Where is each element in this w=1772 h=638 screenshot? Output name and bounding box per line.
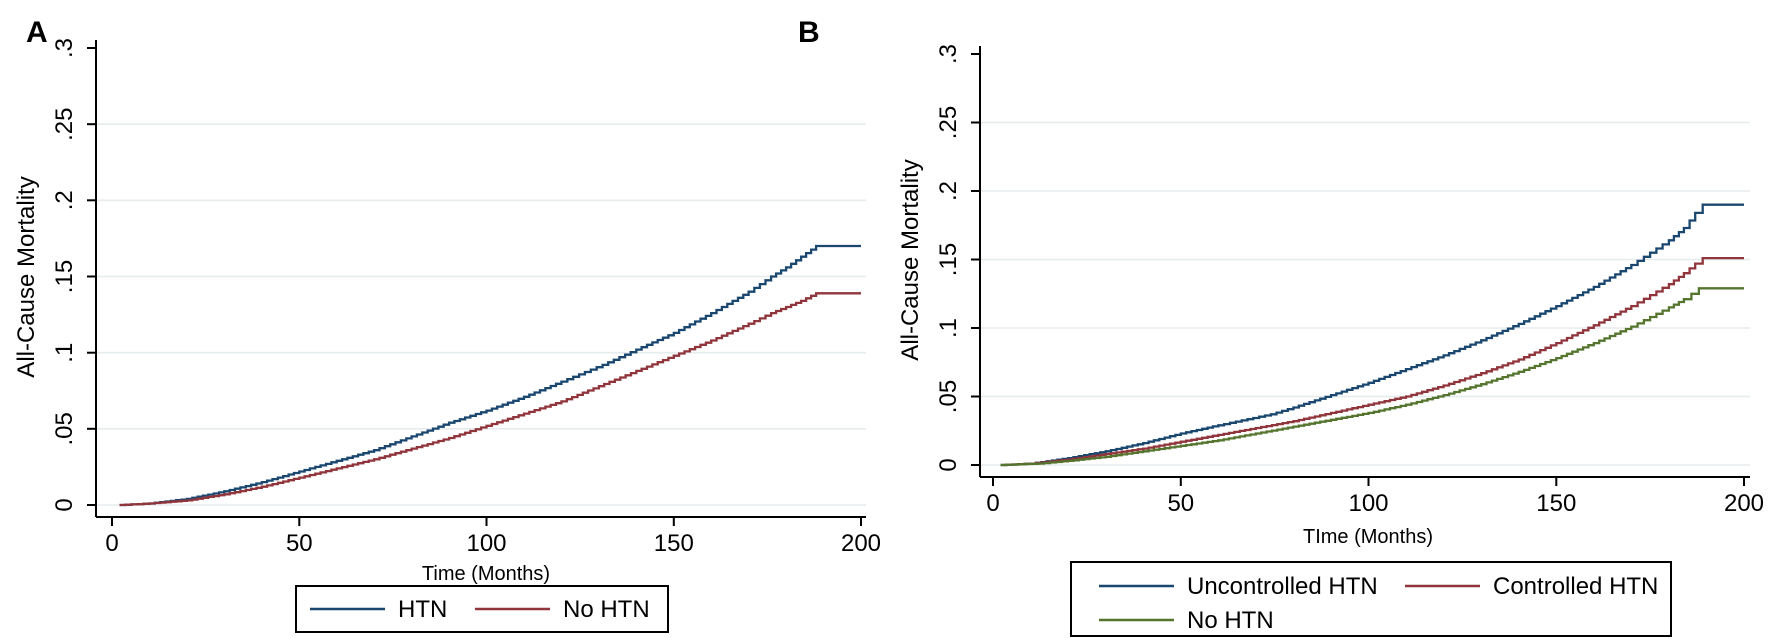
panel-b: B 0 .05 .1 .15 .2 .25 .3 0 50 100 150 200 All-Cause… (798, 16, 1764, 637)
panel-b-gridlines (981, 121, 1750, 466)
panel-b-y-tick-label: .3 (935, 44, 962, 64)
panel-a-x-tick-label: 100 (466, 530, 506, 557)
panel-a-x-axis-title: Time (Months) (422, 563, 550, 585)
panel-a-curve-htn (119, 244, 861, 507)
panel-a-y-tick-label: .15 (51, 260, 78, 293)
panel-a-legend: HTN No HTN (295, 585, 669, 633)
panel-b-y-tick-label: 0 (935, 458, 962, 471)
panel-b-y-tick-label: .1 (935, 318, 962, 338)
panel-a-y-tick-label: .25 (51, 108, 78, 141)
panel-a-curves (119, 244, 861, 507)
panel-b-y-tick-label: .15 (935, 243, 962, 276)
panel-a-y-tick-label: 0 (51, 498, 78, 511)
panel-a-y-tick-label: .1 (51, 343, 78, 363)
panel-b-ticks: 0 .05 .1 .15 .2 .25 .3 0 50 100 150 200 (935, 44, 1764, 517)
panel-a-y-axis-title: All-Cause Mortality (13, 176, 40, 377)
panel-b-x-tick-label: 200 (1724, 490, 1764, 517)
panel-b-legend-label-no-htn: No HTN (1187, 607, 1274, 634)
panel-a-letter: A (26, 16, 48, 49)
panel-a-x-tick-label: 200 (841, 530, 881, 557)
panel-b-x-tick-label: 0 (986, 490, 999, 517)
panel-b-x-tick-label: 150 (1536, 490, 1576, 517)
panel-a-x-tick-label: 50 (286, 530, 313, 557)
panel-a-legend-label-htn: HTN (398, 596, 447, 623)
panel-a-curve-no-htn (119, 292, 861, 507)
panel-a: A 0 .05 .1 .15 .2 .25 .3 0 50 100 150 200 All-Cause… (13, 16, 881, 633)
panel-b-legend-label-uncontrolled-htn: Uncontrolled HTN (1187, 573, 1378, 600)
panel-a-ticks: 0 .05 .1 .15 .2 .25 .3 0 50 100 150 200 (51, 38, 881, 557)
panel-b-axes (979, 46, 1750, 478)
panel-b-y-axis-title: All-Cause Mortality (897, 159, 924, 360)
panel-a-x-tick-label: 150 (654, 530, 694, 557)
panel-b-y-tick-label: .05 (935, 380, 962, 413)
panel-b-legend-box (1070, 561, 1672, 637)
panel-a-y-tick-label: .2 (51, 190, 78, 210)
panel-b-x-tick-label: 100 (1348, 490, 1388, 517)
panel-b-legend-label-controlled-htn: Controlled HTN (1493, 573, 1658, 600)
panel-a-y-tick-label: .05 (51, 412, 78, 445)
panel-b-x-axis-title: TIme (Months) (1303, 526, 1433, 548)
panel-b-y-tick-label: .25 (935, 106, 962, 139)
panel-b-curve-uncontrolled-htn (1000, 203, 1744, 467)
panel-b-y-tick-label: .2 (935, 181, 962, 201)
panel-a-x-tick-label: 0 (105, 530, 118, 557)
panel-a-gridlines (97, 123, 866, 506)
panel-b-x-tick-label: 50 (1167, 490, 1194, 517)
panel-a-y-tick-label: .3 (51, 38, 78, 58)
panel-b-legend: Uncontrolled HTN Controlled HTN No HTN (1070, 561, 1672, 637)
panel-b-curve-controlled-htn (1000, 256, 1744, 467)
panel-a-axes (95, 40, 866, 518)
panel-b-curves (1000, 203, 1744, 467)
panel-b-curve-no-htn (1000, 287, 1744, 467)
panel-b-letter: B (798, 16, 820, 49)
panel-a-legend-label-no-htn: No HTN (563, 596, 650, 623)
